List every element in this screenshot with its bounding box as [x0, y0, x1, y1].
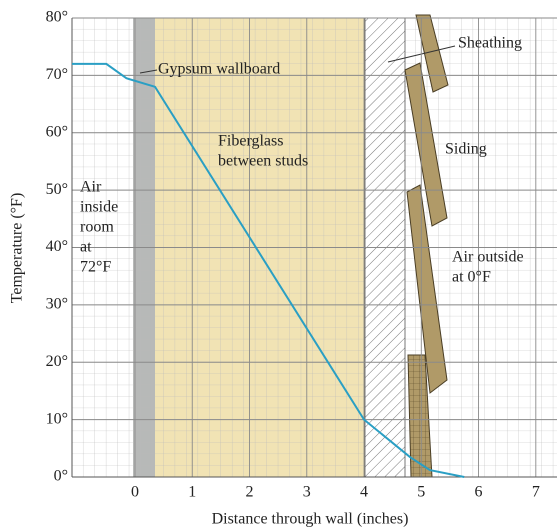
y-tick-label: 80° — [46, 9, 68, 26]
annotation: Sheathing — [458, 35, 522, 52]
y-axis-label: Temperature (°F) — [9, 193, 26, 304]
x-axis-label: Distance through wall (inches) — [212, 511, 409, 528]
data-line — [72, 62, 465, 478]
annotation: between studs — [218, 153, 308, 170]
siding-board — [406, 184, 448, 394]
x-tick-label: 2 — [246, 484, 254, 501]
x-tick-label: 5 — [417, 484, 425, 501]
y-tick-label: 0° — [54, 468, 68, 485]
y-tick-label: 60° — [46, 123, 68, 140]
y-tick-label: 40° — [46, 238, 68, 255]
x-tick-label: 0 — [131, 484, 139, 501]
annotation: Air — [80, 179, 102, 196]
x-tick-label: 3 — [303, 484, 311, 501]
y-tick-label: 30° — [46, 296, 68, 313]
x-tick-label: 7 — [532, 484, 540, 501]
leader-line — [139, 69, 158, 74]
y-tick-label: 10° — [46, 410, 68, 427]
annotation: Gypsum wallboard — [158, 61, 280, 78]
annotation: room — [80, 219, 114, 236]
annotation: Air outside — [452, 249, 524, 266]
annotation: at — [80, 239, 92, 256]
x-tick-label: 6 — [475, 484, 483, 501]
y-tick-label: 50° — [46, 181, 68, 198]
siding-board — [415, 14, 449, 93]
annotation: Siding — [445, 141, 487, 158]
siding-board-grid — [408, 355, 432, 477]
y-tick-label: 70° — [46, 66, 68, 83]
y-tick-label: 20° — [46, 353, 68, 370]
annotation: Fiberglass — [218, 133, 283, 150]
annotation: 72°F — [80, 259, 111, 276]
siding-board — [404, 62, 448, 227]
x-tick-label: 4 — [360, 484, 368, 501]
x-tick-label: 1 — [188, 484, 196, 501]
annotation: at 0°F — [452, 269, 491, 286]
annotation: inside — [80, 199, 118, 216]
